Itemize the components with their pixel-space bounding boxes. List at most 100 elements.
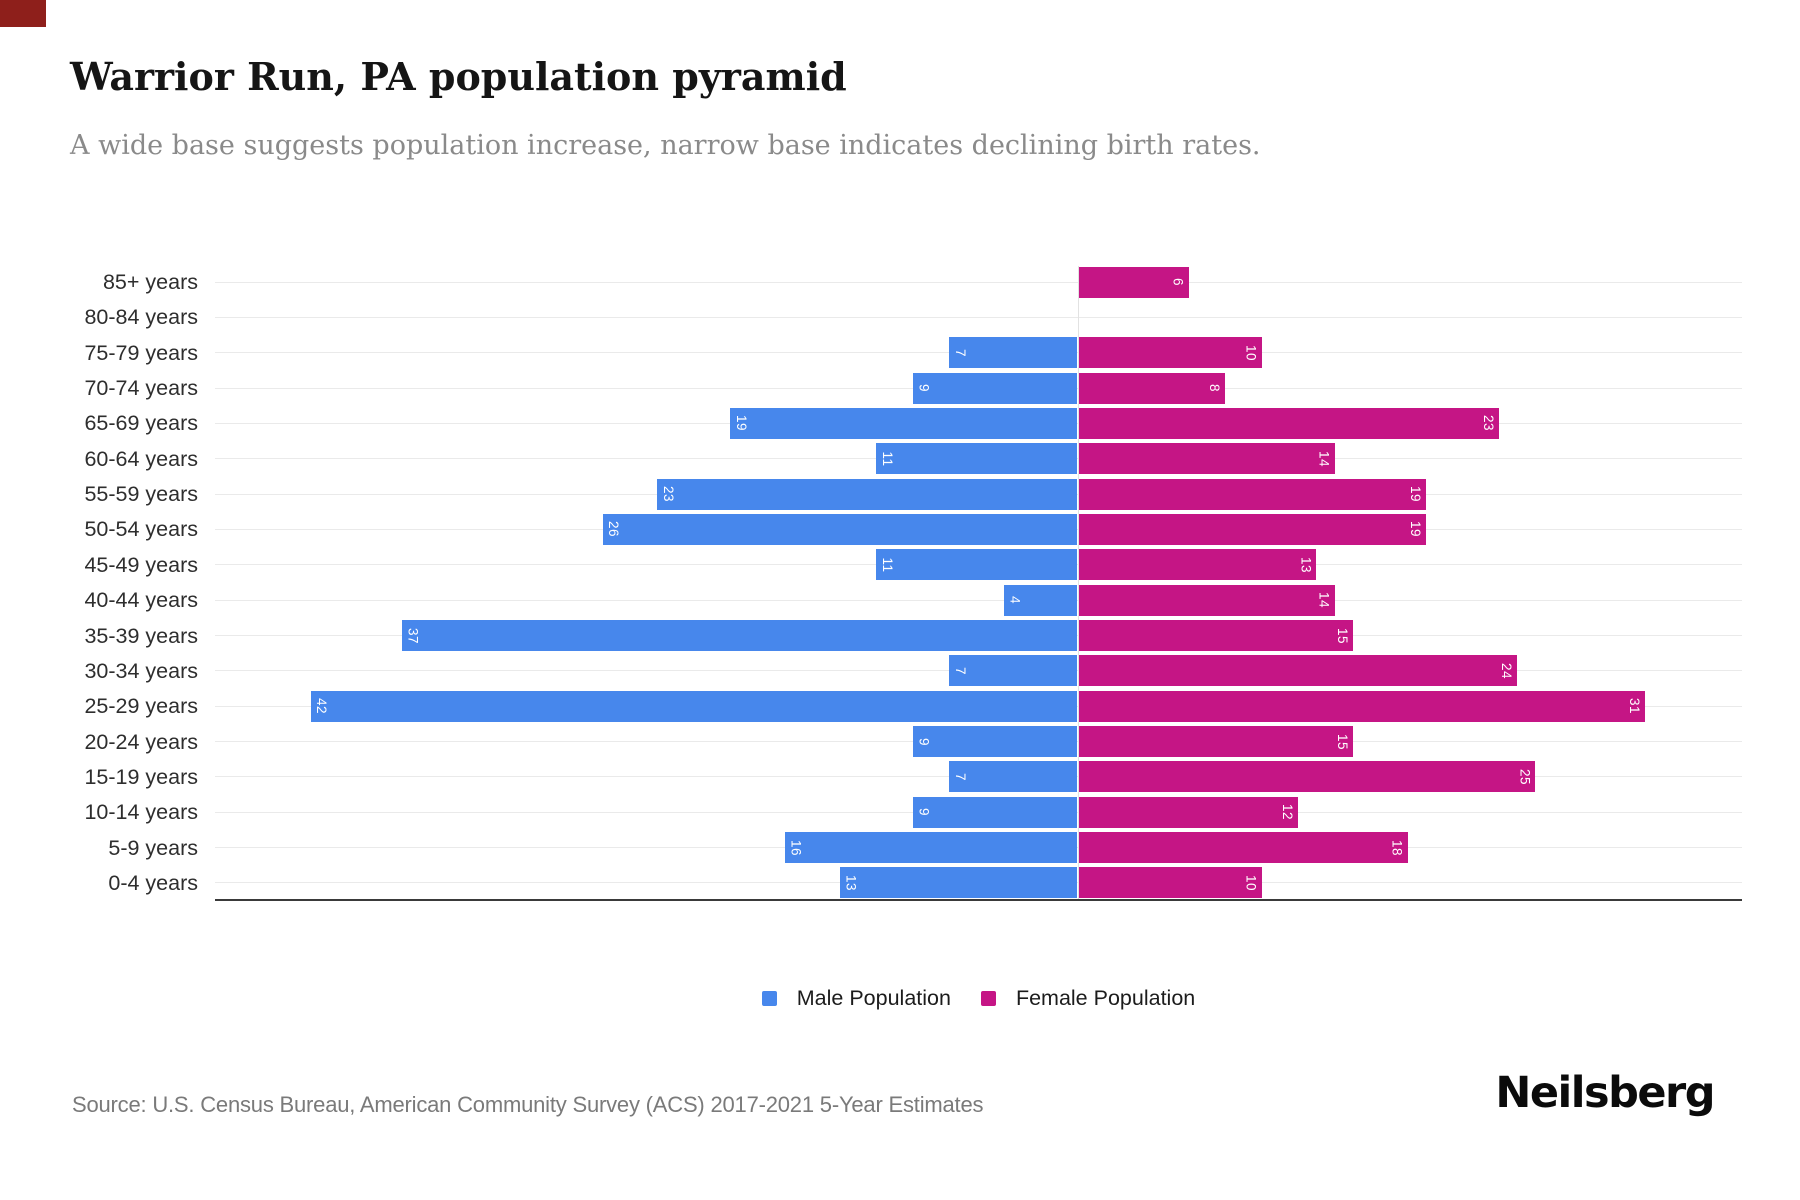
male-bar-55-59-years[interactable]: 23: [657, 478, 1077, 510]
female-bar-5-9-years[interactable]: 18: [1079, 832, 1408, 864]
female-bar-25-29-years[interactable]: 31: [1079, 690, 1645, 722]
y-axis-label: 70-74 years: [84, 376, 198, 401]
female-bar-65-69-years[interactable]: 23: [1079, 407, 1499, 439]
chart-subtitle: A wide base suggests population increase…: [70, 130, 1261, 161]
y-axis-label: 20-24 years: [84, 729, 198, 754]
source-attribution: Source: U.S. Census Bureau, American Com…: [72, 1092, 984, 1117]
bar-value-label: 31: [1626, 698, 1642, 715]
female-bar-75-79-years[interactable]: 10: [1079, 337, 1262, 369]
legend-item-male[interactable]: Male Population: [761, 985, 951, 1011]
y-axis-label: 35-39 years: [84, 623, 198, 648]
bar-value-label: 24: [1499, 662, 1514, 679]
y-axis-label: 60-64 years: [84, 446, 198, 471]
neilsberg-logo: Neilsberg: [1495, 1068, 1715, 1118]
male-bar-25-29-years[interactable]: 42: [310, 690, 1077, 722]
y-axis-label: 25-29 years: [84, 694, 198, 719]
male-bar-30-34-years[interactable]: 7: [949, 655, 1077, 687]
gridline: [215, 316, 1742, 318]
bar-value-label: 19: [1407, 521, 1423, 538]
y-axis-label: 85+ years: [102, 270, 198, 294]
bar-value-label: 15: [1334, 733, 1350, 750]
bar-value-label: 15: [1334, 627, 1350, 644]
bar-value-label: 42: [314, 698, 329, 715]
bar-value-label: 12: [1280, 804, 1295, 821]
y-axis-label: 30-34 years: [84, 658, 198, 683]
bar-value-label: 25: [1517, 768, 1533, 785]
female-bar-45-49-years[interactable]: 13: [1079, 549, 1317, 581]
bar-value-label: 11: [879, 451, 895, 467]
bar-value-label: 14: [1316, 450, 1332, 467]
female-bar-10-14-years[interactable]: 12: [1079, 796, 1298, 828]
bar-value-label: 9: [916, 737, 932, 746]
bar-value-label: 9: [916, 808, 932, 817]
male-bar-10-14-years[interactable]: 9: [912, 796, 1077, 828]
bar-value-label: 10: [1243, 874, 1259, 891]
x-axis-baseline: [215, 899, 1742, 901]
recording-marker: [0, 0, 46, 27]
y-axis-label: 75-79 years: [84, 340, 198, 365]
y-axis-label: 45-49 years: [84, 552, 198, 577]
chart-title: Warrior Run, PA population pyramid: [70, 54, 847, 99]
male-bar-40-44-years[interactable]: 4: [1004, 584, 1077, 616]
male-legend-swatch: [761, 990, 777, 1006]
gridline: [215, 281, 1742, 283]
female-bar-30-34-years[interactable]: 24: [1079, 655, 1517, 687]
y-axis-label: 50-54 years: [84, 517, 198, 542]
female-bar-85+-years[interactable]: 6: [1079, 266, 1189, 298]
male-bar-65-69-years[interactable]: 19: [730, 407, 1077, 439]
zero-axis-line: [1078, 266, 1079, 900]
female-bar-35-39-years[interactable]: 15: [1079, 620, 1353, 651]
male-bar-70-74-years[interactable]: 9: [912, 372, 1077, 404]
female-legend-swatch: [980, 990, 996, 1006]
male-bar-35-39-years[interactable]: 37: [401, 620, 1077, 651]
bar-value-label: 19: [1407, 486, 1423, 503]
bar-value-label: 7: [952, 772, 968, 781]
female-bar-15-19-years[interactable]: 25: [1079, 761, 1536, 793]
female-bar-20-24-years[interactable]: 15: [1079, 726, 1353, 758]
male-bar-5-9-years[interactable]: 16: [785, 832, 1077, 864]
bar-value-label: 10: [1243, 344, 1259, 361]
y-axis-label: 10-14 years: [84, 800, 198, 825]
male-bar-75-79-years[interactable]: 7: [949, 337, 1077, 369]
male-bar-15-19-years[interactable]: 7: [949, 761, 1077, 793]
bar-value-label: 23: [660, 486, 676, 503]
male-bar-60-64-years[interactable]: 11: [876, 443, 1077, 475]
bar-value-label: 14: [1316, 592, 1332, 609]
chart-legend: Male Population Female Population: [215, 982, 1742, 1014]
bar-value-label: 13: [843, 874, 859, 891]
bar-value-label: 19: [733, 415, 749, 432]
bar-value-label: 16: [788, 839, 804, 856]
bar-value-label: 13: [1298, 556, 1314, 573]
female-bar-50-54-years[interactable]: 19: [1079, 513, 1426, 545]
bar-value-label: 18: [1389, 839, 1405, 856]
bar-value-label: 23: [1480, 415, 1496, 432]
female-bar-40-44-years[interactable]: 14: [1079, 584, 1335, 616]
male-bar-20-24-years[interactable]: 9: [912, 726, 1077, 758]
y-axis-label: 55-59 years: [84, 482, 198, 507]
y-axis-label: 0-4 years: [108, 870, 198, 895]
legend-item-female[interactable]: Female Population: [980, 985, 1196, 1011]
bar-value-label: 4: [1007, 596, 1023, 605]
y-axis-label: 5-9 years: [108, 835, 198, 860]
male-bar-45-49-years[interactable]: 11: [876, 549, 1077, 581]
bar-value-label: 8: [1207, 384, 1222, 393]
bar-value-label: 11: [879, 557, 895, 573]
female-bar-55-59-years[interactable]: 19: [1079, 478, 1426, 510]
bar-value-label: 9: [916, 384, 932, 393]
female-legend-label: Female Population: [1015, 985, 1196, 1010]
bar-value-label: 26: [606, 521, 621, 538]
bar-value-label: 7: [952, 348, 968, 357]
female-bar-60-64-years[interactable]: 14: [1079, 443, 1335, 475]
y-axis-label: 15-19 years: [84, 764, 198, 789]
y-axis-label: 65-69 years: [84, 411, 198, 436]
male-bar-0-4-years[interactable]: 13: [839, 867, 1077, 899]
female-bar-0-4-years[interactable]: 10: [1079, 867, 1262, 899]
male-legend-label: Male Population: [796, 985, 951, 1010]
female-bar-70-74-years[interactable]: 8: [1079, 372, 1225, 404]
bar-value-label: 7: [952, 666, 968, 675]
y-axis-label: 80-84 years: [84, 305, 198, 330]
bar-value-label: 6: [1170, 277, 1186, 287]
y-axis-label: 40-44 years: [84, 588, 198, 613]
male-bar-50-54-years[interactable]: 26: [602, 513, 1077, 545]
